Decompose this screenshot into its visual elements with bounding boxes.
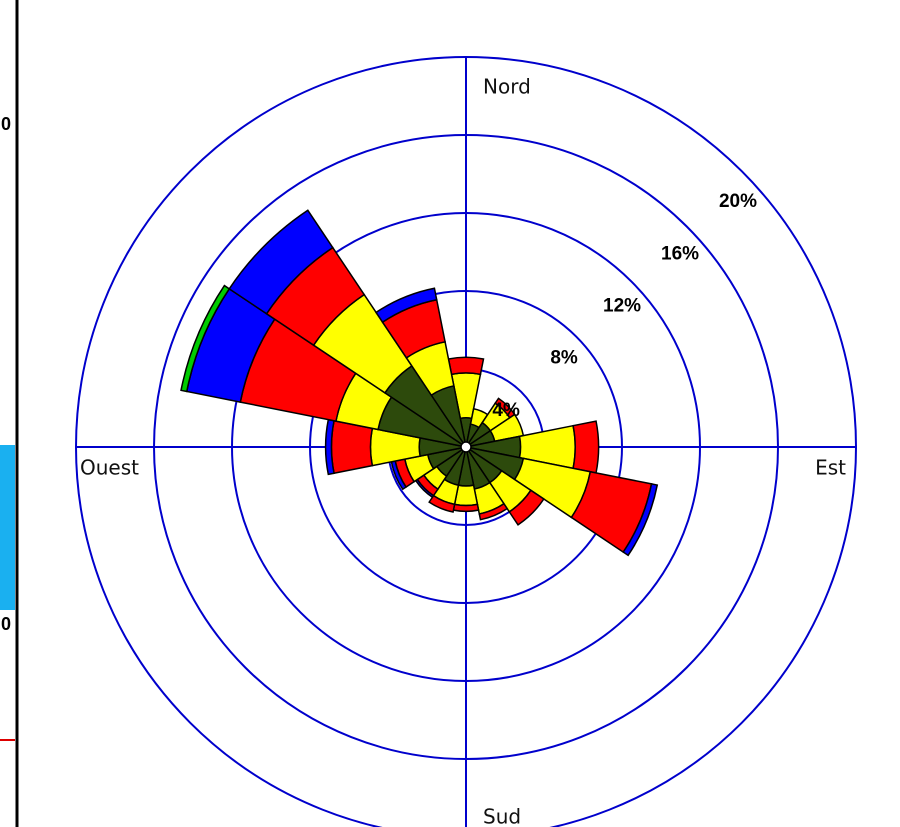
- direction-label: Sud: [483, 805, 521, 827]
- side-label: 0: [1, 114, 11, 134]
- r-tick-label: 20%: [719, 191, 757, 212]
- sector-segment: [375, 287, 438, 324]
- sector-segment: [447, 356, 485, 376]
- direction-label: Est: [815, 456, 846, 480]
- sector-segment: [478, 502, 509, 521]
- wind-rose: 4% 8% 12% 16% 20% Nord Est Sud Ouest: [75, 56, 857, 827]
- sector-segment: [622, 483, 659, 557]
- r-tick-label: 8%: [550, 348, 578, 369]
- direction-label: Ouest: [80, 456, 139, 480]
- sector-segment: [228, 209, 334, 315]
- sector-segment: [330, 419, 374, 475]
- sector-segment: [180, 284, 231, 393]
- r-tick-label: 4%: [492, 400, 520, 421]
- sector-segment: [572, 420, 600, 474]
- side-label: 0: [1, 614, 11, 634]
- sector-segment: [508, 489, 545, 526]
- r-tick-label: 16%: [661, 243, 699, 264]
- sectors: [180, 209, 659, 557]
- center: [460, 441, 472, 453]
- side-panel-fill: [0, 445, 15, 610]
- direction-label: Nord: [483, 75, 531, 99]
- sector-segment: [452, 503, 480, 513]
- r-tick-label: 12%: [603, 295, 641, 316]
